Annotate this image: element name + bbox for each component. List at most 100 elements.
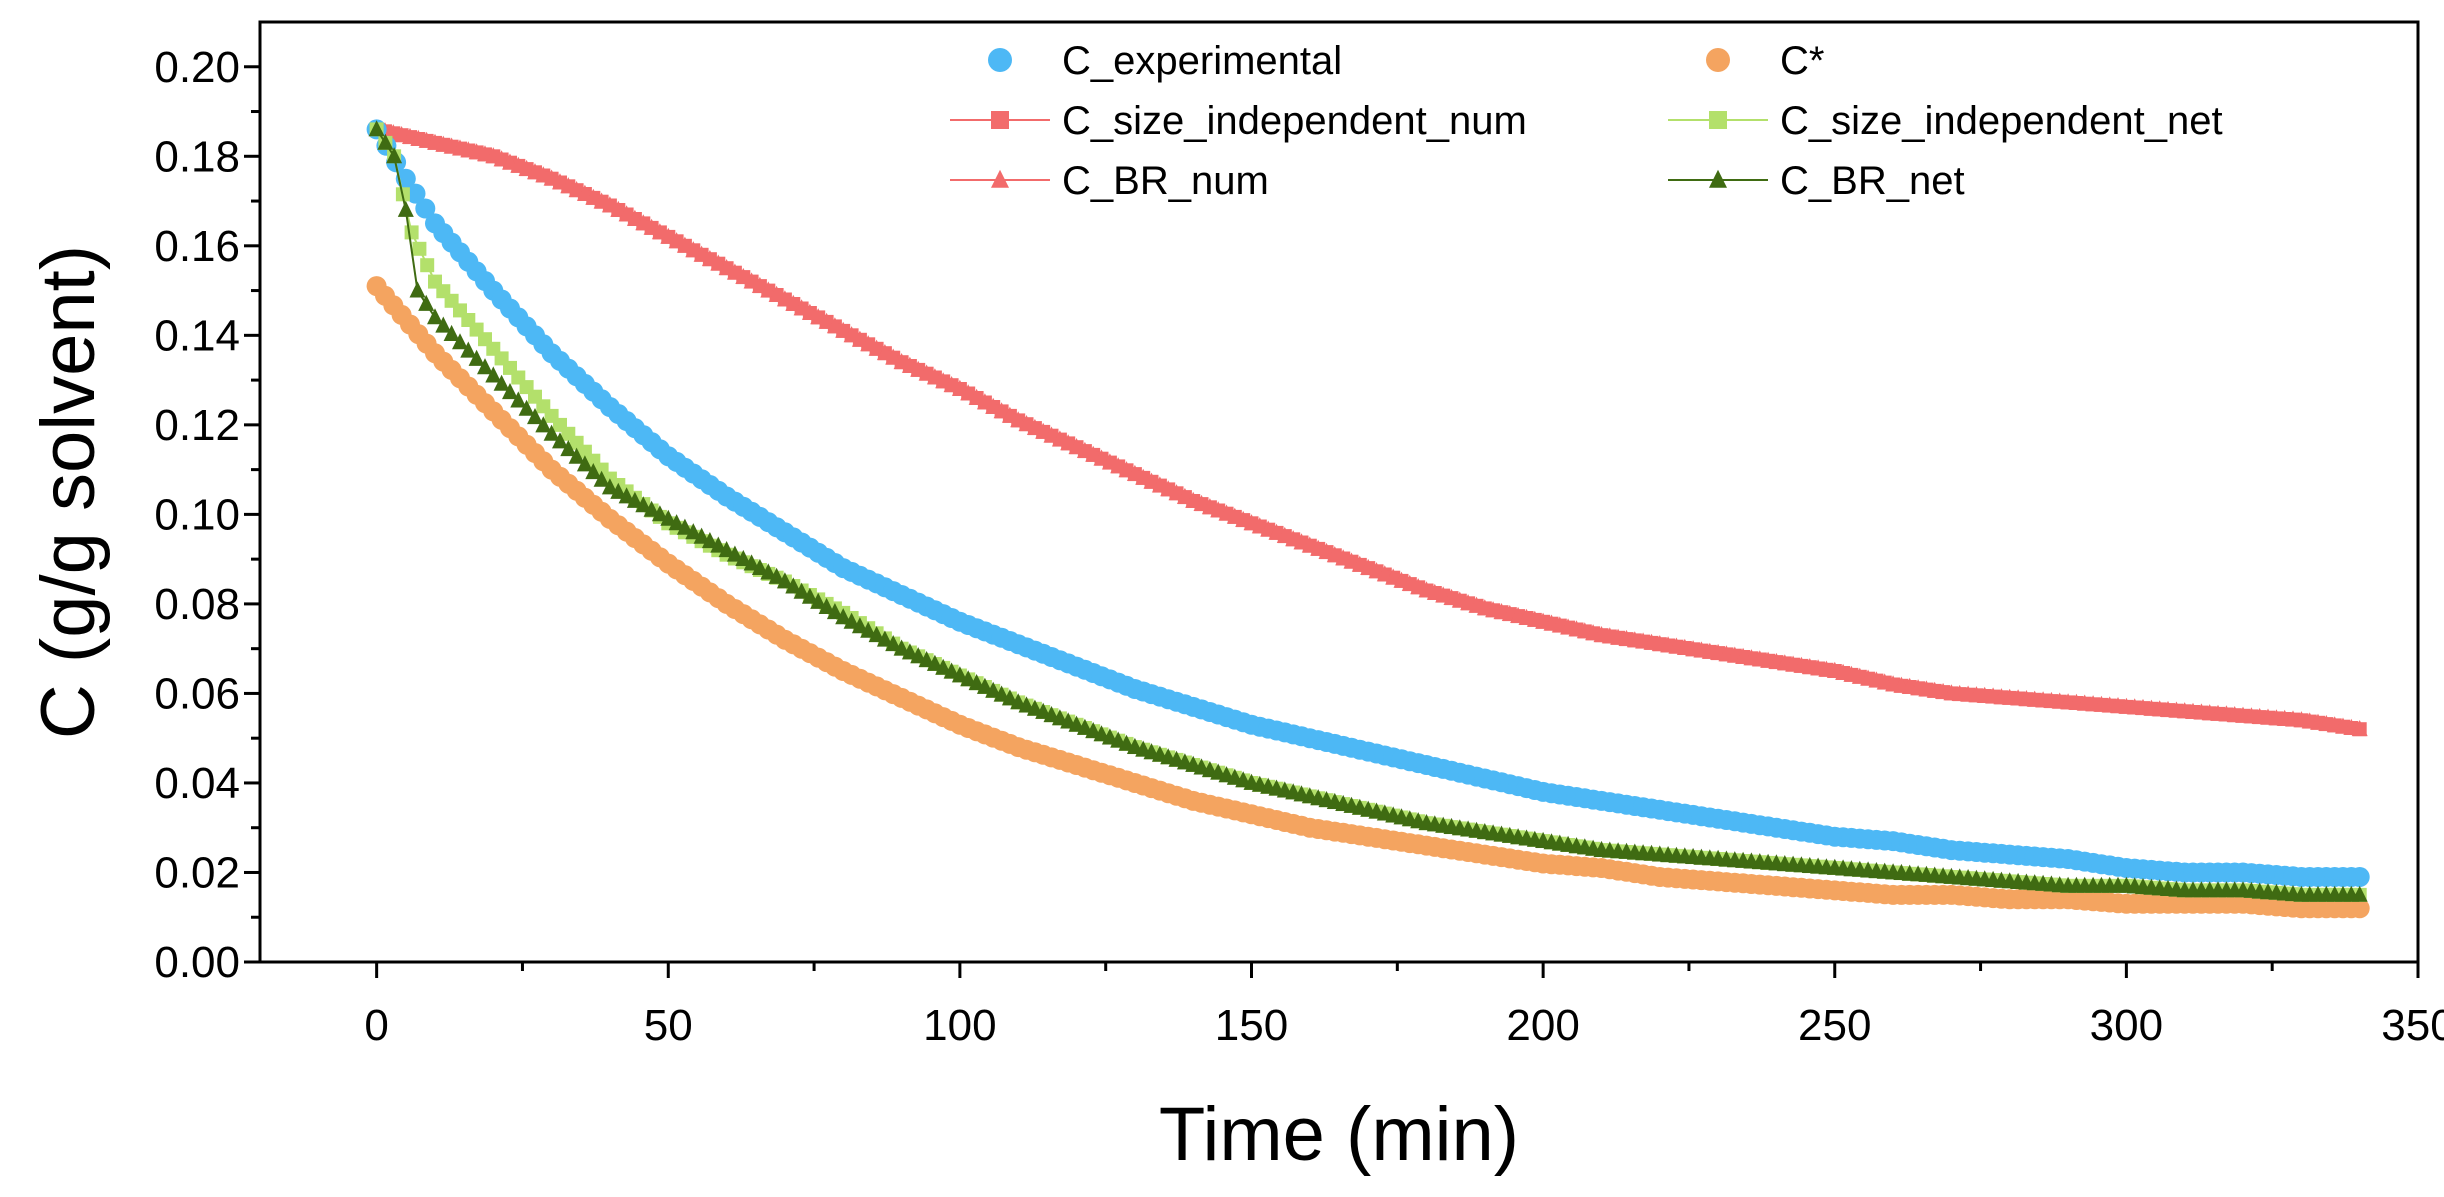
data-point [404, 225, 419, 240]
data-point [701, 250, 718, 267]
data-point [826, 317, 843, 334]
legend-label: C_size_independent_net [1780, 99, 2223, 143]
data-point [810, 308, 827, 325]
data-point [1001, 689, 1018, 706]
data-point [560, 177, 577, 194]
data-point [477, 358, 493, 375]
data-point [960, 670, 977, 687]
data-point [843, 326, 860, 343]
series-c-br-net [368, 120, 2368, 902]
data-point [801, 587, 818, 604]
x-tick-label: 0 [364, 1001, 388, 1050]
data-point [676, 518, 693, 535]
data-point [826, 603, 843, 620]
data-point [910, 647, 927, 664]
data-point [735, 267, 752, 284]
data-point [1143, 472, 1160, 489]
data-point [610, 482, 627, 499]
data-point [901, 356, 918, 373]
data-point [1093, 449, 1110, 466]
legend-label: C_BR_net [1780, 159, 1965, 203]
data-point [701, 532, 718, 549]
data-point [685, 241, 702, 258]
data-point [635, 496, 652, 513]
data-point [386, 147, 403, 164]
data-point [960, 384, 977, 401]
data-point [651, 223, 668, 240]
series-line-c-br-num [376, 128, 2360, 731]
data-point [851, 617, 868, 634]
data-point [535, 416, 552, 433]
data-point [926, 654, 943, 671]
data-point [851, 330, 868, 347]
data-point [651, 505, 668, 522]
series-layer [366, 119, 2370, 919]
legend-marker [991, 111, 1009, 129]
x-tick-label: 50 [644, 1001, 693, 1050]
data-point [868, 339, 885, 356]
legend-item-c-br-num: C_BR_num [950, 159, 1269, 203]
x-axis: 0 50 100 150 200 250 300 350 [364, 962, 2444, 1050]
data-point [885, 348, 902, 365]
data-point [710, 536, 727, 553]
data-point [552, 432, 568, 449]
x-tick-label: 100 [923, 1001, 996, 1050]
data-point [943, 376, 960, 393]
data-point [1076, 441, 1093, 458]
legend-marker [1706, 48, 1730, 72]
data-point [568, 447, 585, 464]
data-point [660, 227, 677, 244]
y-tick-label: 0.16 [154, 222, 240, 271]
data-point [593, 192, 610, 209]
data-point [926, 368, 943, 385]
data-point [643, 500, 660, 517]
data-point [993, 402, 1010, 419]
data-point [585, 463, 602, 480]
x-tick-label: 350 [2381, 1001, 2444, 1050]
data-point [452, 333, 468, 350]
data-point [510, 391, 527, 408]
legend-item-c-experimental: C_experimental [988, 39, 1342, 83]
data-point [443, 324, 460, 341]
data-point [718, 541, 735, 558]
data-point [901, 643, 918, 660]
series-c-br-num [368, 120, 2368, 737]
data-point [768, 285, 785, 302]
data-point [618, 205, 635, 222]
data-point [405, 183, 426, 204]
data-point [1068, 438, 1085, 455]
data-point [810, 592, 827, 609]
legend-marker [1709, 169, 1727, 188]
data-point [918, 651, 935, 668]
data-point [585, 188, 602, 205]
data-point [760, 563, 777, 580]
data-point [885, 635, 902, 652]
data-point [576, 455, 593, 472]
data-point [776, 572, 793, 589]
data-point [435, 316, 452, 333]
data-point [543, 424, 560, 441]
series-line-c-size-independent-num [376, 128, 2360, 731]
data-point [943, 662, 960, 679]
data-point [793, 299, 810, 316]
data-point [1118, 461, 1135, 478]
data-point [420, 258, 435, 273]
y-tick-label: 0.02 [154, 848, 240, 897]
data-point [785, 577, 802, 594]
data-point [1126, 464, 1143, 481]
data-point [893, 639, 910, 656]
x-tick-label: 250 [1798, 1001, 1871, 1050]
series-cstar [366, 276, 2370, 919]
data-point [560, 440, 577, 457]
data-point [801, 303, 818, 320]
series-c-size-independent-num [369, 122, 2367, 737]
data-point [860, 335, 877, 352]
data-point [993, 685, 1010, 702]
y-tick-label: 0.20 [154, 43, 240, 92]
data-point [835, 608, 852, 625]
data-point [876, 344, 893, 361]
legend-marker [988, 48, 1012, 72]
data-point [1001, 406, 1018, 423]
data-point [368, 120, 385, 137]
legend-label: C_experimental [1062, 39, 1342, 83]
